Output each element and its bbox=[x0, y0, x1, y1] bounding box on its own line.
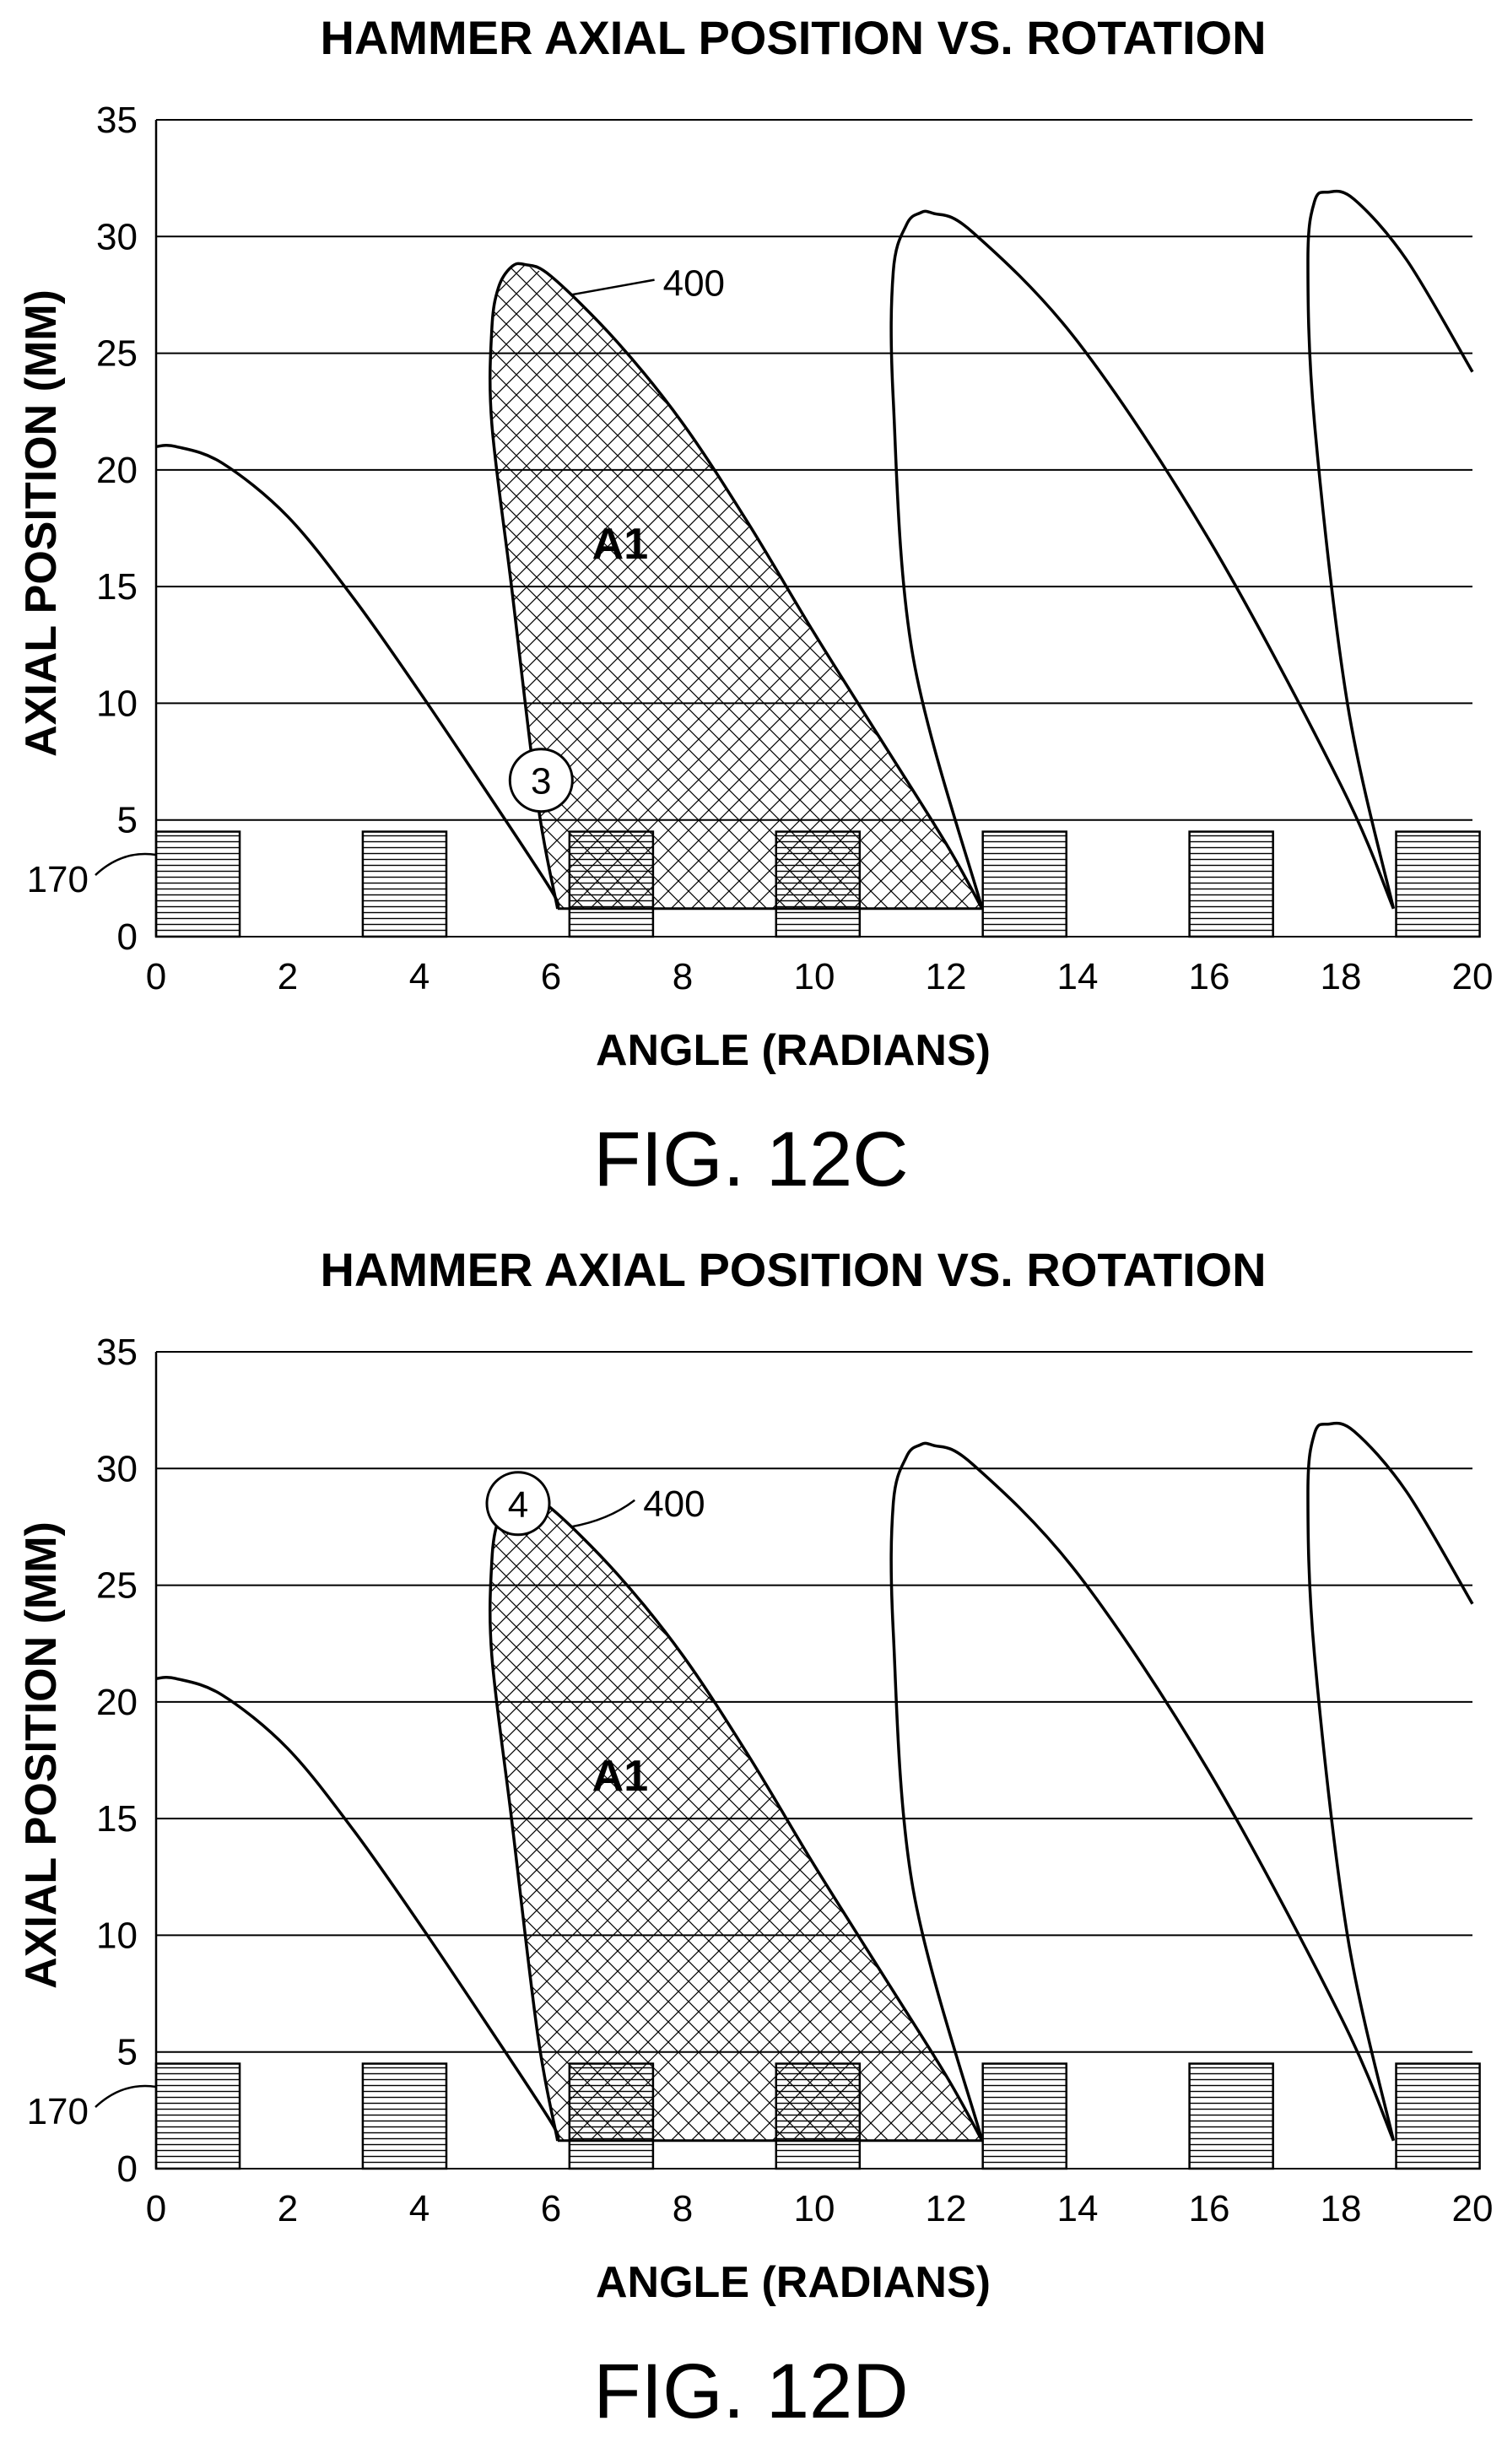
x-tick-label: 0 bbox=[146, 2188, 166, 2229]
chart-title: HAMMER AXIAL POSITION VS. ROTATION bbox=[320, 11, 1266, 64]
x-tick-label: 20 bbox=[1452, 2188, 1494, 2229]
block-170 bbox=[981, 2062, 1067, 2170]
series-line-1 bbox=[155, 1676, 560, 2142]
x-tick-label: 0 bbox=[146, 956, 166, 997]
block-170 bbox=[1395, 2062, 1481, 2170]
series-line-4 bbox=[1306, 1421, 1474, 2142]
x-tick-label: 18 bbox=[1321, 956, 1362, 997]
y-tick-label: 30 bbox=[96, 1448, 138, 1489]
block-170 bbox=[568, 830, 655, 938]
y-tick-label: 35 bbox=[96, 1332, 138, 1373]
x-tick-label: 10 bbox=[794, 956, 835, 997]
y-axis-label: AXIAL POSITION (MM) bbox=[17, 1521, 66, 1989]
leader-line-400 bbox=[570, 278, 655, 296]
x-tick-label: 2 bbox=[278, 956, 298, 997]
block-170 bbox=[568, 2062, 655, 2170]
block-170 bbox=[1395, 830, 1481, 938]
y-tick-label: 30 bbox=[96, 216, 138, 257]
block-170 bbox=[775, 830, 862, 938]
y-tick-label: 5 bbox=[117, 800, 138, 841]
x-tick-label: 12 bbox=[926, 956, 967, 997]
region-label-a1: A1 bbox=[592, 1752, 648, 1801]
leader-line-170 bbox=[95, 2084, 157, 2108]
figure-label: FIG. 12D bbox=[593, 2348, 908, 2434]
y-tick-label: 25 bbox=[96, 333, 138, 375]
figure-12d: HAMMER AXIAL POSITION VS. ROTATION ANGLE… bbox=[0, 1232, 1502, 2464]
x-tick-label: 8 bbox=[673, 956, 693, 997]
step-marker-number: 4 bbox=[508, 1484, 528, 1526]
y-tick-label: 0 bbox=[117, 916, 138, 958]
leader-line-170 bbox=[95, 852, 157, 876]
y-tick-label: 10 bbox=[96, 683, 138, 724]
callout-170: 170 bbox=[27, 2091, 89, 2132]
x-axis-label: ANGLE (RADIANS) bbox=[596, 1026, 991, 1075]
y-tick-label: 10 bbox=[96, 1915, 138, 1956]
x-tick-label: 2 bbox=[278, 2188, 298, 2229]
step-marker-number: 3 bbox=[531, 761, 551, 802]
x-tick-label: 16 bbox=[1189, 2188, 1230, 2229]
chart-12d: HAMMER AXIAL POSITION VS. ROTATION ANGLE… bbox=[17, 1243, 1494, 2434]
x-tick-label: 8 bbox=[673, 2188, 693, 2229]
y-tick-label: 0 bbox=[117, 2148, 138, 2190]
x-tick-label: 14 bbox=[1057, 2188, 1099, 2229]
y-tick-label: 35 bbox=[96, 100, 138, 141]
y-tick-label: 15 bbox=[96, 1798, 138, 1840]
callout-400: 400 bbox=[663, 263, 725, 305]
shaded-region-a1 bbox=[491, 264, 982, 909]
series-line-2 bbox=[488, 262, 984, 910]
series-line-4 bbox=[1306, 189, 1474, 910]
x-tick-label: 18 bbox=[1321, 2188, 1362, 2229]
region-label-a1: A1 bbox=[592, 520, 648, 569]
series-line-1 bbox=[155, 444, 560, 910]
leader-line-400 bbox=[570, 1499, 635, 1528]
y-tick-label: 25 bbox=[96, 1565, 138, 1607]
x-tick-label: 6 bbox=[541, 2188, 561, 2229]
chart-title: HAMMER AXIAL POSITION VS. ROTATION bbox=[320, 1243, 1266, 1296]
step-marker-circle bbox=[508, 748, 574, 813]
x-tick-label: 6 bbox=[541, 956, 561, 997]
block-170 bbox=[1188, 2062, 1274, 2170]
x-tick-label: 16 bbox=[1189, 956, 1230, 997]
x-tick-label: 10 bbox=[794, 2188, 835, 2229]
block-170 bbox=[981, 830, 1067, 938]
y-tick-label: 5 bbox=[117, 2032, 138, 2073]
callout-400: 400 bbox=[643, 1483, 705, 1525]
block-170 bbox=[154, 2062, 241, 2170]
block-170 bbox=[361, 830, 448, 938]
x-tick-label: 12 bbox=[926, 2188, 967, 2229]
block-170 bbox=[1188, 830, 1274, 938]
step-marker-circle bbox=[485, 1471, 551, 1537]
y-tick-label: 20 bbox=[96, 1682, 138, 1723]
x-tick-label: 20 bbox=[1452, 956, 1494, 997]
x-axis-label: ANGLE (RADIANS) bbox=[596, 2258, 991, 2307]
chart-12c: HAMMER AXIAL POSITION VS. ROTATION ANGLE… bbox=[17, 11, 1494, 1202]
shaded-region-a1 bbox=[491, 1496, 982, 2141]
callout-170: 170 bbox=[27, 859, 89, 900]
figure-label: FIG. 12C bbox=[593, 1116, 908, 1202]
series-line-3 bbox=[889, 1441, 1396, 2142]
block-170 bbox=[775, 2062, 862, 2170]
y-tick-label: 20 bbox=[96, 450, 138, 491]
figure-12c: HAMMER AXIAL POSITION VS. ROTATION ANGLE… bbox=[17, 11, 1494, 1202]
y-tick-label: 15 bbox=[96, 566, 138, 608]
y-axis-label: AXIAL POSITION (MM) bbox=[17, 289, 66, 757]
block-170 bbox=[361, 2062, 448, 2170]
x-tick-label: 4 bbox=[409, 2188, 430, 2229]
x-tick-label: 14 bbox=[1057, 956, 1099, 997]
series-line-3 bbox=[889, 209, 1396, 910]
x-tick-label: 4 bbox=[409, 956, 430, 997]
block-170 bbox=[154, 830, 241, 938]
